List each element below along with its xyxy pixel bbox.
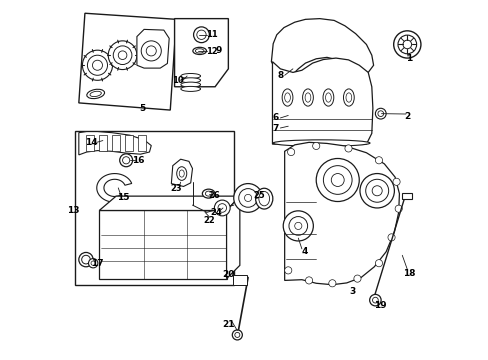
Text: 6: 6	[272, 113, 279, 122]
Text: 8: 8	[277, 71, 283, 80]
Circle shape	[193, 27, 209, 42]
Circle shape	[82, 50, 112, 80]
Polygon shape	[75, 131, 233, 285]
Circle shape	[328, 280, 335, 287]
Circle shape	[392, 178, 399, 185]
Text: 5: 5	[139, 104, 145, 113]
Text: 23: 23	[170, 184, 182, 193]
Bar	[233, 275, 247, 285]
Text: 18: 18	[403, 269, 415, 278]
Circle shape	[233, 184, 262, 212]
Text: 20: 20	[222, 270, 234, 279]
Ellipse shape	[273, 140, 369, 146]
Circle shape	[305, 277, 312, 284]
Circle shape	[120, 154, 132, 167]
Text: 26: 26	[208, 190, 220, 199]
Text: 9: 9	[215, 46, 222, 55]
Circle shape	[287, 148, 294, 156]
Ellipse shape	[192, 47, 206, 54]
Polygon shape	[137, 30, 169, 68]
Circle shape	[316, 158, 359, 202]
Polygon shape	[174, 19, 228, 87]
Polygon shape	[99, 196, 239, 211]
Text: 19: 19	[373, 301, 386, 310]
Text: 24: 24	[209, 208, 221, 217]
Circle shape	[214, 200, 230, 216]
Ellipse shape	[323, 89, 333, 106]
Circle shape	[141, 41, 161, 61]
Bar	[99, 211, 226, 279]
Circle shape	[353, 275, 360, 282]
Circle shape	[284, 267, 291, 274]
Polygon shape	[271, 19, 373, 76]
Circle shape	[369, 294, 380, 306]
Ellipse shape	[181, 82, 200, 87]
Bar	[402, 193, 411, 199]
Text: 2: 2	[403, 112, 409, 121]
Ellipse shape	[181, 73, 200, 78]
Circle shape	[79, 252, 93, 267]
Polygon shape	[226, 196, 239, 279]
Circle shape	[232, 330, 242, 340]
Text: 25: 25	[253, 190, 265, 199]
Ellipse shape	[176, 167, 186, 180]
Circle shape	[344, 145, 351, 152]
Text: 1: 1	[406, 54, 412, 63]
Ellipse shape	[255, 188, 272, 209]
Circle shape	[387, 234, 394, 241]
Polygon shape	[284, 142, 399, 285]
Bar	[137, 135, 145, 151]
Text: 17: 17	[91, 259, 103, 268]
Text: 7: 7	[272, 123, 279, 132]
Text: 21: 21	[222, 320, 235, 329]
Text: 14: 14	[84, 138, 97, 147]
Bar	[86, 135, 94, 151]
Ellipse shape	[87, 89, 104, 99]
Polygon shape	[97, 174, 131, 202]
Circle shape	[375, 260, 382, 267]
Circle shape	[394, 205, 402, 212]
Polygon shape	[79, 13, 176, 110]
Circle shape	[375, 108, 386, 119]
Text: 12: 12	[205, 47, 217, 56]
Polygon shape	[272, 58, 372, 144]
Circle shape	[283, 211, 313, 241]
Bar	[112, 135, 120, 151]
Ellipse shape	[282, 89, 292, 106]
Circle shape	[359, 174, 394, 208]
Text: 10: 10	[172, 76, 183, 85]
Ellipse shape	[181, 86, 200, 91]
Ellipse shape	[302, 89, 313, 106]
Ellipse shape	[343, 89, 353, 106]
Text: 15: 15	[117, 193, 129, 202]
Ellipse shape	[202, 189, 214, 198]
Circle shape	[375, 157, 382, 164]
Text: 13: 13	[67, 206, 79, 215]
Circle shape	[312, 142, 319, 149]
Text: 22: 22	[203, 216, 215, 225]
Text: 4: 4	[301, 247, 307, 256]
Circle shape	[108, 41, 137, 69]
Polygon shape	[171, 159, 192, 186]
Bar	[124, 135, 132, 151]
Text: 11: 11	[205, 30, 217, 39]
Text: 3: 3	[348, 287, 354, 296]
Circle shape	[88, 258, 98, 268]
Bar	[99, 135, 106, 151]
Ellipse shape	[181, 78, 200, 83]
Polygon shape	[79, 132, 151, 155]
Circle shape	[393, 31, 420, 58]
Text: 16: 16	[132, 156, 144, 165]
